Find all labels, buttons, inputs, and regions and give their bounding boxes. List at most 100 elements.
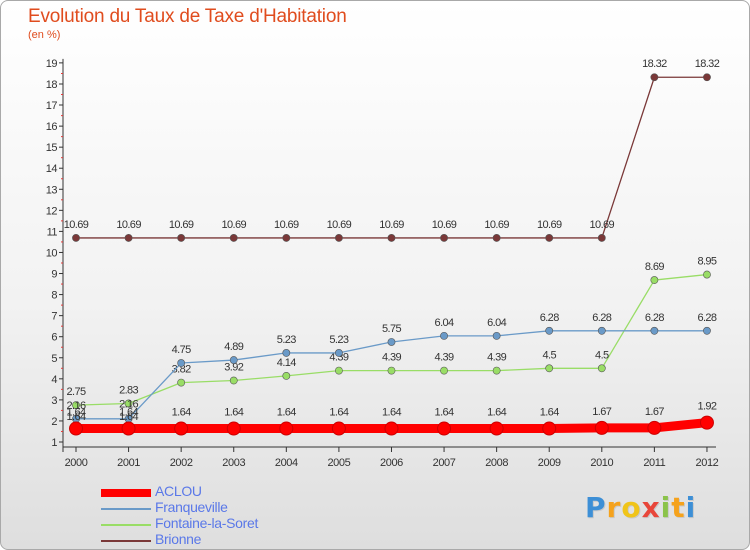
logo-letter: x xyxy=(641,491,661,524)
legend-label: Fontaine-la-Soret xyxy=(155,515,259,531)
data-label: 10.69 xyxy=(64,219,89,231)
logo-letter: i xyxy=(660,491,672,524)
legend-label: ACLOU xyxy=(155,483,202,499)
data-point xyxy=(650,276,659,284)
data-point xyxy=(69,421,83,436)
data-label: 4.14 xyxy=(277,357,296,369)
data-label: 1.64 xyxy=(540,407,559,419)
y-tick-label: 10 xyxy=(46,247,58,259)
x-tick-label: 2012 xyxy=(696,457,719,469)
data-point xyxy=(174,421,189,436)
legend-swatch xyxy=(101,540,151,542)
data-point xyxy=(597,326,606,335)
data-point xyxy=(492,234,501,242)
data-point xyxy=(331,421,346,436)
series-brionne: 10.69 10.69 10.69 10.69 10.69 10.69 10.69 10.69… xyxy=(64,58,720,242)
chart-title: Evolution du Taux de Taxe d'Habitation xyxy=(28,6,347,27)
data-label: 18.32 xyxy=(695,58,720,70)
data-point xyxy=(440,366,448,375)
proxiti-logo: Proxiti xyxy=(585,491,696,524)
data-point xyxy=(229,356,238,364)
data-point xyxy=(650,73,659,82)
data-point xyxy=(437,421,452,436)
data-point xyxy=(699,415,714,430)
y-tick-label: 1 xyxy=(51,437,57,449)
data-point xyxy=(177,378,186,387)
data-point xyxy=(334,366,343,375)
data-point xyxy=(177,359,186,367)
data-label: 10.69 xyxy=(537,219,562,231)
data-point xyxy=(545,364,554,373)
data-label: 4.39 xyxy=(435,352,454,364)
data-point xyxy=(226,421,241,436)
y-tick-label: 11 xyxy=(47,226,58,238)
data-label: 1.64 xyxy=(277,407,296,419)
legend-swatch xyxy=(101,489,151,497)
data-label: 1.64 xyxy=(329,407,348,419)
data-point xyxy=(440,234,448,242)
data-label: 5.23 xyxy=(329,334,348,346)
data-label: 4.5 xyxy=(595,349,609,361)
series-aclou: 1.64 1.64 1.64 1.64 1.64 1.64 1.64 1.64 1.64 1.64… xyxy=(66,401,718,436)
data-point xyxy=(703,270,711,279)
data-point xyxy=(492,331,501,340)
legend-label: Brionne xyxy=(155,531,202,547)
logo-letter: r xyxy=(606,491,622,524)
data-label: 1.64 xyxy=(119,407,138,419)
data-label: 18.32 xyxy=(642,58,667,70)
x-tick-label: 2000 xyxy=(65,457,88,469)
y-tick-label: 6 xyxy=(51,332,57,344)
data-point xyxy=(703,73,711,82)
data-label: 1.64 xyxy=(172,407,191,419)
data-point xyxy=(650,326,659,335)
y-tick-label: 12 xyxy=(46,205,58,217)
y-tick-label: 2 xyxy=(51,416,57,428)
data-label: 4.39 xyxy=(382,352,401,364)
data-point xyxy=(489,421,504,436)
data-point xyxy=(334,349,343,357)
data-point xyxy=(229,234,238,242)
data-label: 3.92 xyxy=(224,362,243,374)
y-tick-label: 7 xyxy=(51,311,57,323)
data-label: 4.39 xyxy=(487,352,506,364)
data-label: 6.04 xyxy=(487,317,506,329)
data-label: 10.69 xyxy=(221,219,246,231)
data-point xyxy=(121,421,136,436)
data-label: 3.82 xyxy=(172,364,191,376)
data-label: 10.69 xyxy=(432,219,457,231)
data-point xyxy=(387,234,396,242)
logo-letter: i xyxy=(685,491,697,524)
data-label: 4.5 xyxy=(542,349,556,361)
series-franqueville: 4.75 4.89 5.23 5.23 5.75 6.04 6.04 6.28 6.28 6.28… xyxy=(72,312,718,423)
data-label: 10.69 xyxy=(379,219,404,231)
data-point xyxy=(594,420,609,435)
data-label: 6.28 xyxy=(645,312,664,324)
data-point xyxy=(492,366,501,375)
data-label: 10.69 xyxy=(590,219,615,231)
y-tick-label: 19 xyxy=(46,58,58,70)
data-label: 6.28 xyxy=(540,312,559,324)
data-point xyxy=(647,420,662,435)
data-point xyxy=(545,326,554,335)
data-label: 6.28 xyxy=(592,312,611,324)
y-tick-label: 4 xyxy=(51,374,57,386)
x-tick-label: 2003 xyxy=(222,457,245,469)
x-tick-label: 2011 xyxy=(643,457,665,469)
data-label: 2.75 xyxy=(66,386,85,398)
y-tick-label: 8 xyxy=(51,290,57,302)
data-point xyxy=(177,234,186,242)
data-label: 2.16 xyxy=(66,400,85,412)
data-label: 4.89 xyxy=(224,341,243,353)
data-point xyxy=(545,234,554,242)
data-label: 1.92 xyxy=(697,401,716,413)
data-label: 10.69 xyxy=(169,219,194,231)
data-point xyxy=(72,234,80,242)
x-tick-label: 2005 xyxy=(327,457,350,469)
data-point xyxy=(440,331,448,340)
data-label: 10.69 xyxy=(327,219,352,231)
data-point xyxy=(282,234,291,242)
data-point xyxy=(597,234,606,242)
x-tick-label: 2006 xyxy=(380,457,403,469)
